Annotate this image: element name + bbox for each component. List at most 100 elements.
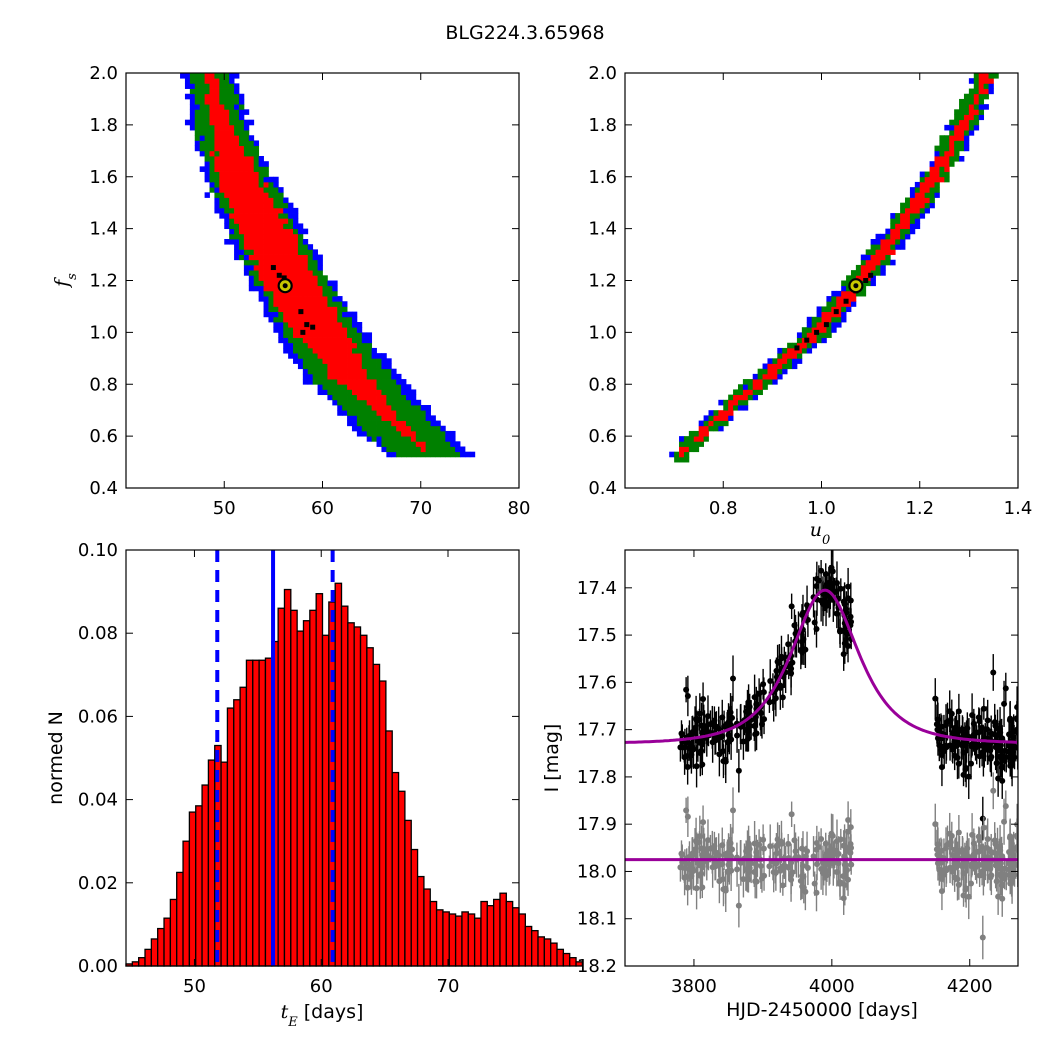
residual-point xyxy=(988,872,995,879)
posterior-cell-mid xyxy=(371,363,377,370)
posterior-cell-inner xyxy=(361,389,368,396)
posterior-cell-inner xyxy=(229,135,235,141)
posterior-cell-inner xyxy=(248,202,255,209)
posterior-cell-outer xyxy=(391,373,397,380)
posterior-cell-mid xyxy=(366,368,373,375)
posterior-cell-mid xyxy=(963,130,970,136)
posterior-cell-mid xyxy=(973,104,980,110)
posterior-cell-outer xyxy=(224,213,230,219)
y-tick-label: 1.6 xyxy=(588,167,617,188)
posterior-cell-mid xyxy=(855,264,862,271)
posterior-cell-outer xyxy=(777,373,783,380)
posterior-cell-inner xyxy=(263,280,269,287)
posterior-cell-inner xyxy=(204,73,210,79)
posterior-cell-mid xyxy=(406,415,412,421)
posterior-cell-inner xyxy=(371,384,377,390)
posterior-cell-mid xyxy=(194,109,201,115)
posterior-cell-mid xyxy=(767,379,773,385)
posterior-cell-mid xyxy=(302,353,309,359)
posterior-cell-mid xyxy=(302,363,309,370)
residual-point xyxy=(760,836,767,843)
posterior-cell-mid xyxy=(410,420,417,427)
posterior-cell-mid xyxy=(445,441,451,447)
posterior-cell-mid xyxy=(796,337,803,344)
posterior-cell-mid xyxy=(322,285,328,292)
posterior-cell-inner xyxy=(351,342,358,349)
posterior-cell-mid xyxy=(263,290,269,297)
posterior-cell-inner xyxy=(268,207,274,214)
posterior-cell-inner xyxy=(258,187,264,193)
posterior-cell-mid xyxy=(885,233,891,240)
posterior-cell-inner xyxy=(234,197,240,204)
posterior-cell-inner xyxy=(327,358,333,364)
posterior-cell-inner xyxy=(263,239,269,245)
posterior-cell-inner xyxy=(273,301,279,307)
posterior-cell-inner xyxy=(317,296,323,302)
y-tick-label: 2.0 xyxy=(89,63,118,84)
posterior-cell-inner xyxy=(258,223,264,230)
posterior-cell-mid xyxy=(401,415,407,421)
residual-point xyxy=(780,862,787,869)
posterior-cell-inner xyxy=(288,296,294,302)
posterior-cell-outer xyxy=(860,254,867,261)
posterior-cell-inner xyxy=(263,285,269,292)
posterior-cell-mid xyxy=(831,301,837,307)
posterior-cell-mid xyxy=(391,425,397,432)
data-point xyxy=(758,721,765,728)
posterior-cell-mid xyxy=(253,259,260,266)
posterior-cell-mid xyxy=(420,430,427,437)
posterior-cell-inner xyxy=(347,379,353,385)
posterior-cell-outer xyxy=(234,88,240,95)
data-point xyxy=(721,723,728,730)
posterior-cell-inner xyxy=(243,171,250,178)
posterior-cell-outer xyxy=(455,441,461,447)
posterior-cell-mid xyxy=(401,394,407,401)
posterior-cell-mid xyxy=(337,399,343,406)
posterior-cell-inner xyxy=(263,223,269,230)
posterior-cell-mid xyxy=(351,337,358,344)
photometry-series xyxy=(677,550,1018,841)
posterior-cell-mid xyxy=(229,114,235,121)
posterior-cell-outer xyxy=(184,78,191,84)
posterior-cell-inner xyxy=(302,259,309,266)
y-tick-label: 1.4 xyxy=(588,219,617,240)
residual-point xyxy=(735,902,742,909)
posterior-cell-inner xyxy=(214,78,220,84)
posterior-cell-inner xyxy=(268,239,274,245)
posterior-cell-inner xyxy=(312,275,318,281)
posterior-cell-inner xyxy=(312,316,318,323)
posterior-cell-outer xyxy=(224,239,230,245)
posterior-cell-inner xyxy=(342,332,348,338)
posterior-cell-mid xyxy=(224,93,230,100)
residual-point xyxy=(785,840,792,847)
histogram-bar xyxy=(220,761,229,967)
posterior-cell-inner xyxy=(366,399,373,406)
posterior-cell-mid xyxy=(342,389,348,396)
posterior-cell-mid xyxy=(401,405,407,411)
posterior-cell-mid xyxy=(821,306,827,313)
y-tick-label: 17.7 xyxy=(577,720,617,741)
posterior-cell-mid xyxy=(347,332,353,338)
posterior-cell-inner xyxy=(787,347,793,354)
posterior-cell-mid xyxy=(219,93,225,100)
posterior-cell-inner xyxy=(327,347,333,354)
posterior-cell-mid xyxy=(293,228,299,235)
posterior-cell-inner xyxy=(238,150,245,157)
posterior-cell-outer xyxy=(708,410,714,416)
data-point xyxy=(788,670,795,677)
posterior-cell-inner xyxy=(219,166,225,172)
posterior-cell-outer xyxy=(302,239,309,245)
residual-point xyxy=(951,860,958,867)
posterior-cell-inner xyxy=(288,259,294,266)
posterior-cell-inner xyxy=(209,83,215,89)
posterior-cell-inner xyxy=(273,233,279,240)
posterior-cell-inner xyxy=(870,254,876,261)
posterior-cell-inner xyxy=(258,233,264,240)
posterior-cell-mid xyxy=(376,358,382,364)
posterior-cell-mid xyxy=(939,150,945,157)
posterior-cell-inner xyxy=(288,311,294,318)
posterior-cell-inner xyxy=(288,233,294,240)
posterior-cell-mid xyxy=(288,223,294,230)
posterior-cell-outer xyxy=(850,301,857,307)
posterior-cell-outer xyxy=(248,119,255,126)
